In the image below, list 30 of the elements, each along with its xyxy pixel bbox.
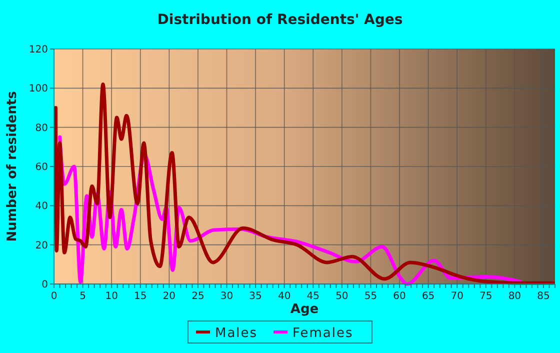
y-tick-label: 100 <box>28 84 48 95</box>
x-axis-title: Age <box>290 302 319 317</box>
x-tick-label: 80 <box>508 291 522 302</box>
x-tick-label: 20 <box>162 291 176 302</box>
x-tick-label: 60 <box>393 291 406 302</box>
x-tick-label: 65 <box>422 291 435 302</box>
legend-label: Females <box>292 326 354 341</box>
y-tick-label: 40 <box>35 201 48 212</box>
y-tick-label: 60 <box>35 162 48 173</box>
chart-title: Distribution of Residents' Ages <box>157 12 403 28</box>
y-axis-title: Number of residents <box>5 90 20 242</box>
y-tick-label: 80 <box>35 122 48 134</box>
x-tick-label: 70 <box>450 291 464 302</box>
x-tick-label: 45 <box>306 291 320 302</box>
x-tick-label: 15 <box>134 291 147 302</box>
y-tick-label: 120 <box>28 44 48 56</box>
x-tick-label: 0 <box>50 291 58 302</box>
legend-label: Males <box>215 326 258 341</box>
x-tick-label: 25 <box>192 291 204 302</box>
x-tick-label: 35 <box>249 291 262 302</box>
y-tick-label: 0 <box>42 280 48 290</box>
x-tick-label: 75 <box>480 291 492 302</box>
x-tick-label: 40 <box>278 291 291 302</box>
x-tick-label: 10 <box>105 291 118 302</box>
x-tick-label: 50 <box>336 291 348 302</box>
x-tick-label: 55 <box>364 291 378 302</box>
y-tick-label: 20 <box>35 240 48 252</box>
x-tick-label: 85 <box>537 291 550 302</box>
x-tick-label: 5 <box>80 291 86 302</box>
x-tick-label: 30 <box>220 291 234 302</box>
